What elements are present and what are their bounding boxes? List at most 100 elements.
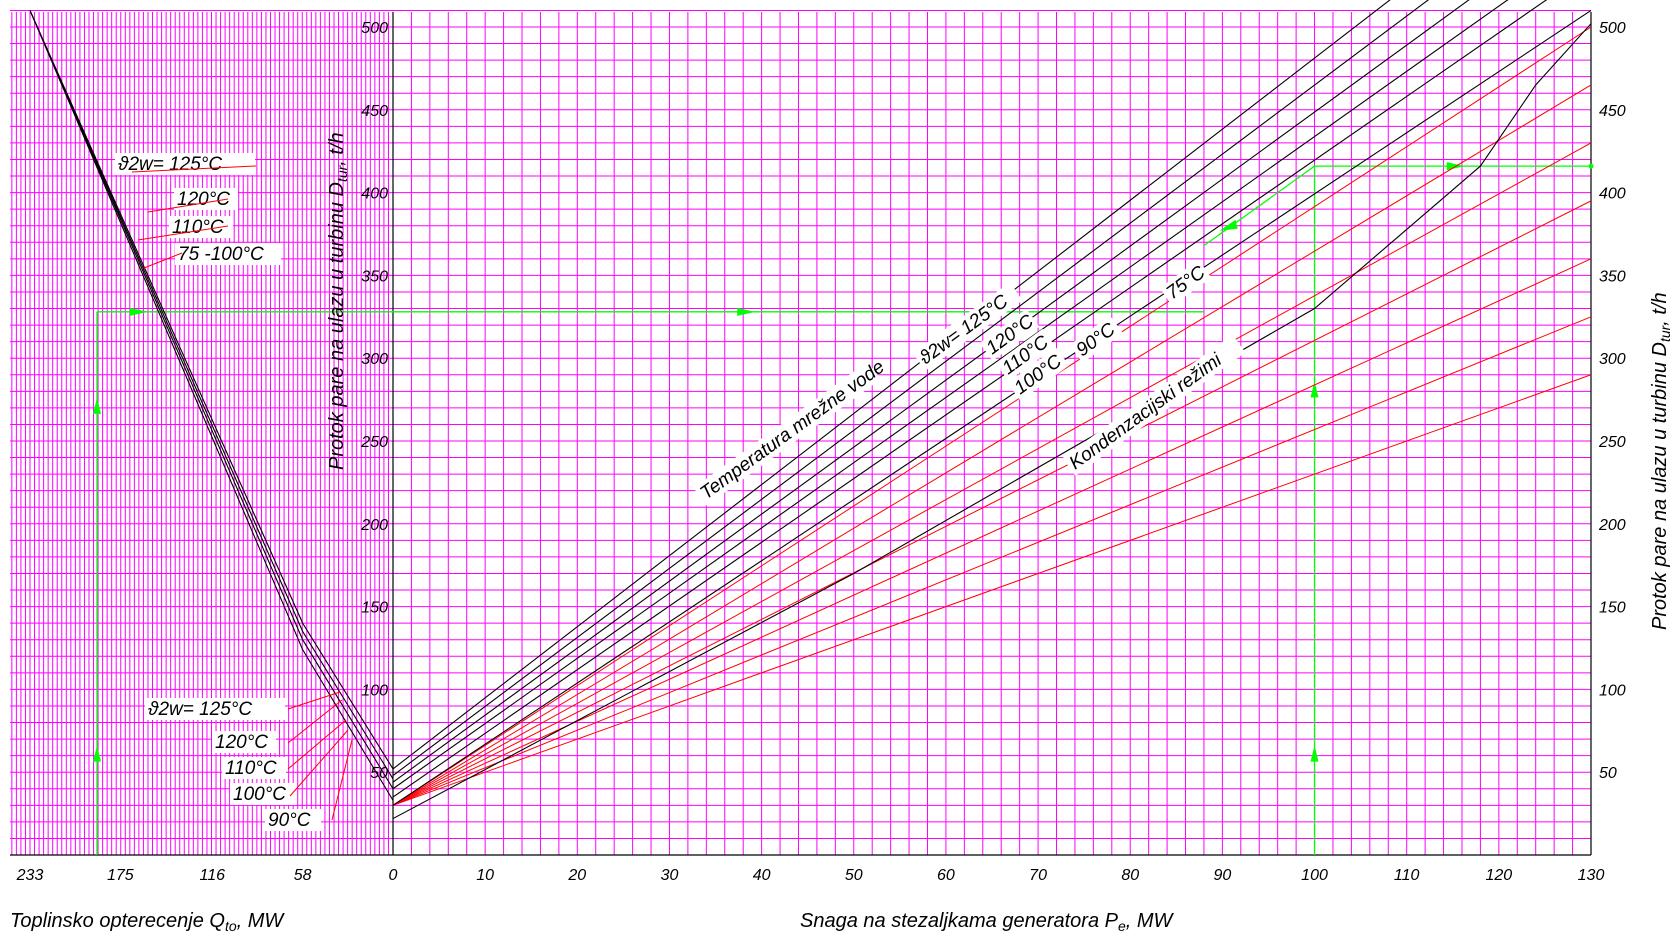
annotation-leader — [131, 165, 257, 173]
x-tick-label: 90 — [1213, 867, 1231, 884]
y-tick-label: 50 — [370, 765, 388, 782]
x-tick-label: 120 — [1485, 867, 1512, 884]
series-line — [29, 10, 394, 801]
svg-text:Temperatura mrežne vode: Temperatura mrežne vode — [697, 356, 889, 504]
svg-text:Toplinsko opterecenje Qto, MW: Toplinsko opterecenje Qto, MW — [10, 910, 285, 932]
y-tick-label: 350 — [361, 268, 388, 285]
annotation-left-top-theta: ϑ2w= 125°C — [115, 153, 255, 175]
annotation-left-bot-90: 90°C — [265, 809, 321, 831]
grid — [10, 9, 1592, 856]
x-tick-label: 60 — [937, 867, 955, 884]
y-tick-label-right: 100 — [1599, 682, 1626, 699]
temperature-line — [392, 316, 1592, 806]
annotation-leader — [147, 198, 229, 213]
temperature-line — [392, 200, 1592, 806]
annotation-left-bot-120: 120°C — [212, 731, 276, 753]
temperature-line — [392, 258, 1592, 806]
series-line — [392, 23, 1592, 820]
y-tick-label-right: 250 — [1598, 434, 1626, 451]
temperature-line — [392, 142, 1592, 806]
series-line — [29, 10, 394, 790]
guide-arrow — [129, 307, 148, 316]
tick-labels: 0 10 20 30 40 50 60 70 80 90 100 110 120 130 233 175 116… — [16, 20, 1626, 884]
y-tick-label-right: 300 — [1599, 351, 1626, 368]
annotation-leader — [331, 739, 353, 821]
annotation-left-bot-100: 100°C — [230, 783, 296, 805]
y-tick-label: 200 — [360, 517, 388, 534]
left-x-tick-label: 58 — [294, 867, 312, 884]
left-x-tick-label: 116 — [200, 867, 226, 884]
series-line — [29, 10, 394, 780]
x-tick-label: 100 — [1301, 867, 1328, 884]
guide-arrow — [92, 397, 101, 414]
x-tick-label: 130 — [1578, 867, 1605, 884]
guide-arrow — [92, 745, 101, 762]
y-tick-label-right: 200 — [1598, 517, 1626, 534]
annotation-leader — [137, 225, 229, 241]
left-x-tick-label: 233 — [16, 867, 44, 884]
annotation-left-bot-110: 110°C — [222, 757, 286, 779]
x-tick-label: 70 — [1029, 867, 1047, 884]
annotation-left-top-75: 75 -100°C — [175, 243, 281, 265]
temperature-line — [392, 26, 1592, 806]
x-tick-label: 80 — [1121, 867, 1139, 884]
series-line — [392, 0, 1391, 770]
guide-point — [1588, 163, 1594, 169]
left-x-tick-label: 175 — [107, 867, 134, 884]
svg-text:Protok pare na ulazu u turbinu: Protok pare na ulazu u turbinu Dtur, t/h — [326, 132, 350, 470]
series-line — [29, 10, 394, 770]
y-tick-label-right: 500 — [1599, 20, 1626, 37]
y-tick-label: 500 — [361, 20, 388, 37]
guide-arrow — [1310, 745, 1319, 762]
annotation-leader — [287, 691, 341, 710]
x-tick-label: 20 — [567, 867, 586, 884]
annotation-leader — [287, 719, 347, 770]
y-axis-title-right: Protok pare na ulazu u turbinu Dtur, t/h — [1649, 292, 1673, 630]
annotation-left-bot-theta: ϑ2w= 125°C — [145, 698, 285, 720]
y-tick-label: 250 — [360, 434, 388, 451]
guide-arrow — [1219, 219, 1238, 231]
svg-text:110°C: 110°C — [225, 758, 277, 779]
x-tick-label: 50 — [845, 867, 863, 884]
x-tick-label: 10 — [476, 867, 494, 884]
y-tick-label: 400 — [361, 186, 388, 203]
y-tick-label-right: 450 — [1599, 103, 1626, 120]
y-tick-label: 100 — [361, 682, 388, 699]
svg-text:100°C: 100°C — [233, 784, 286, 805]
right-x-axis-title: Snaga na stezaljkama generatora Pe, MW — [800, 910, 1175, 932]
temperature-line — [392, 84, 1592, 806]
annotation-right-temp-title: Temperatura mrežne vode — [693, 356, 889, 506]
x-tick-label: 110 — [1394, 867, 1420, 884]
y-tick-label-right: 150 — [1599, 600, 1626, 617]
y-tick-label: 300 — [361, 351, 388, 368]
y-axis-title-center: Protok pare na ulazu u turbinu Dtur, t/h — [326, 132, 350, 470]
series-line — [392, 9, 1592, 806]
svg-text:120°C: 120°C — [215, 732, 268, 753]
svg-text:75 -100°C: 75 -100°C — [178, 244, 264, 265]
svg-text:90°C: 90°C — [268, 810, 311, 831]
series-line — [392, 0, 1509, 790]
guide-lines — [92, 162, 1594, 855]
y-tick-label-right: 50 — [1599, 765, 1617, 782]
y-tick-label-right: 350 — [1599, 268, 1626, 285]
annotation-leader — [287, 699, 343, 744]
y-tick-label: 450 — [361, 103, 388, 120]
guide-arrow — [1310, 381, 1319, 398]
left-x-axis-title: Toplinsko opterecenje Qto, MW — [10, 910, 285, 932]
annotation-right-90: 90°C — [1069, 315, 1123, 363]
y-tick-label-right: 400 — [1599, 186, 1626, 203]
guide-arrow — [737, 307, 756, 316]
guide-line — [1203, 165, 1315, 247]
svg-text:Snaga na stezaljkama generator: Snaga na stezaljkama generatora Pe, MW — [800, 910, 1175, 932]
x-tick-label: 40 — [753, 867, 771, 884]
temperature-line — [392, 374, 1592, 806]
svg-text:Protok pare na ulazu u turbinu: Protok pare na ulazu u turbinu Dtur, t/h — [1649, 292, 1673, 630]
series-line — [392, 0, 1430, 776]
svg-text:ϑ2w= 125°C: ϑ2w= 125°C — [118, 154, 222, 175]
annotation-leader — [289, 729, 349, 797]
y-tick-label: 150 — [361, 600, 388, 617]
svg-text:ϑ2w= 125°C: ϑ2w= 125°C — [148, 699, 252, 720]
series-line — [392, 0, 1548, 798]
svg-text:Kondenzacijski režimi: Kondenzacijski režimi — [1066, 349, 1227, 474]
